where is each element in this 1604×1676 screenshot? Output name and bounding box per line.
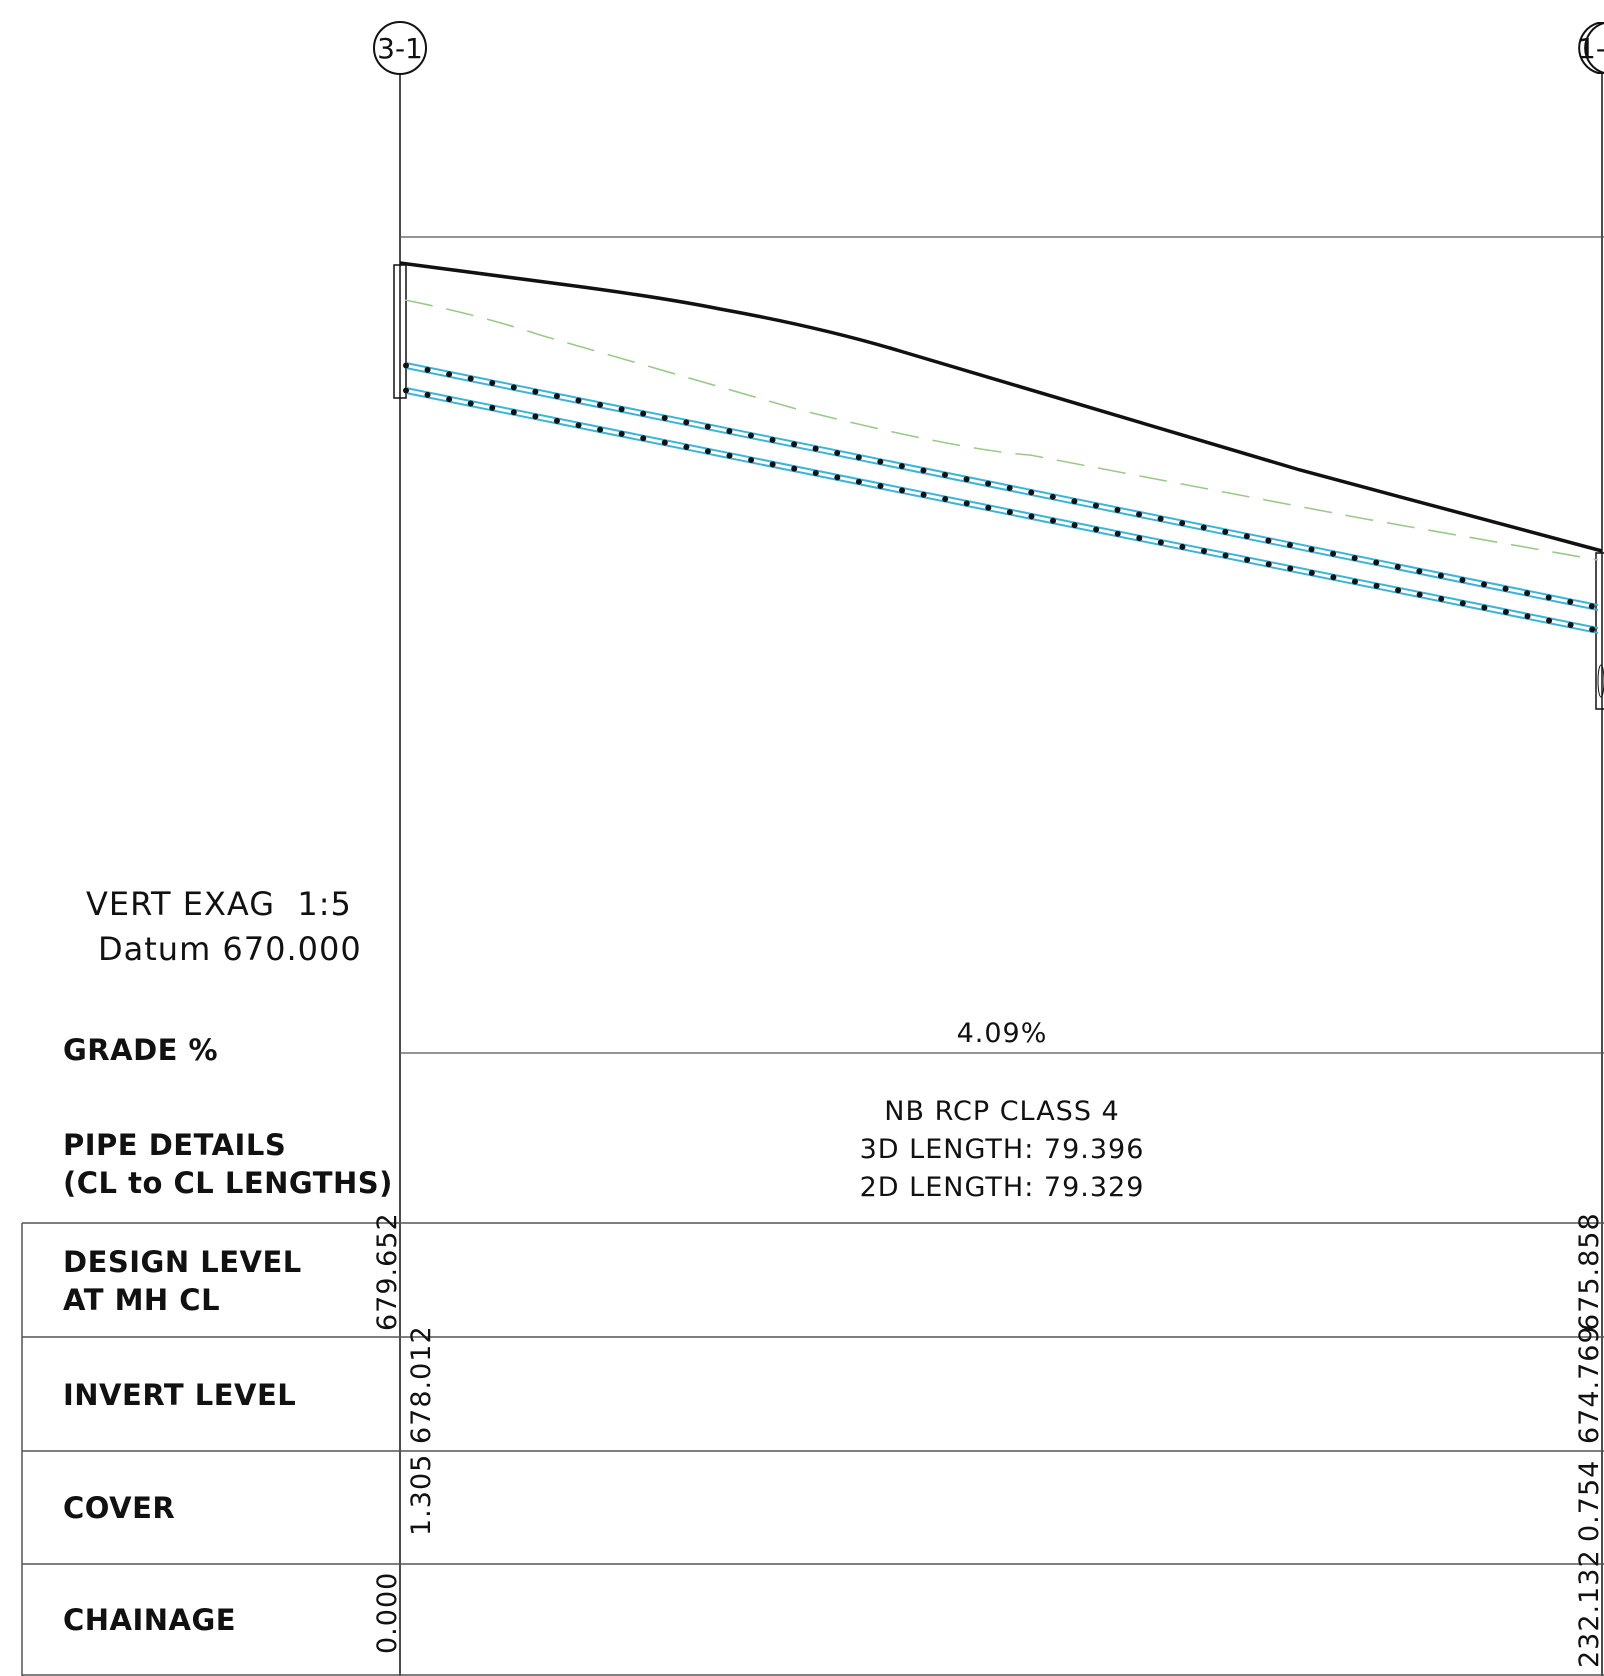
- invert-level-right: 674.769: [1574, 1325, 1604, 1444]
- chainage-label: CHAINAGE: [63, 1603, 236, 1637]
- invert-level-left: 678.012: [406, 1325, 437, 1444]
- chainage-right: 232.132: [1574, 1549, 1604, 1668]
- cover-right: 0.754: [1574, 1460, 1604, 1542]
- node-marker-left: 3-1: [373, 21, 427, 75]
- cover-label: COVER: [63, 1491, 175, 1525]
- pipe-length-2d: 2D LENGTH: 79.329: [860, 1172, 1145, 1203]
- design-surface-line: [399, 261, 1603, 553]
- node-left-label: 3-1: [377, 32, 423, 65]
- design-level-label-2: AT MH CL: [63, 1283, 220, 1317]
- node-right-label: 1-: [1578, 32, 1604, 65]
- chainage-left: 0.000: [372, 1572, 403, 1654]
- pipe-description: NB RCP CLASS 4: [884, 1096, 1119, 1127]
- pipe-details-label-1: PIPE DETAILS: [63, 1128, 286, 1162]
- pipe-details-label-2: (CL to CL LENGTHS): [63, 1166, 393, 1200]
- existing-ground-line: [404, 299, 1599, 561]
- datum-note: Datum 670.000: [98, 930, 362, 968]
- pipe-obvert: [403, 362, 1601, 611]
- pipe-length-3d: 3D LENGTH: 79.396: [860, 1134, 1145, 1165]
- node-marker-right: 1-: [1578, 22, 1604, 74]
- invert-level-label: INVERT LEVEL: [63, 1378, 296, 1412]
- manhole-left: [393, 264, 407, 399]
- manhole-right: [1595, 552, 1604, 710]
- pipe-invert: [403, 387, 1601, 634]
- grade-value: 4.09%: [957, 1018, 1048, 1049]
- vert-exag-note: VERT EXAG 1:5: [86, 885, 352, 923]
- design-level-right: 675.858: [1574, 1212, 1604, 1331]
- manhole-right-marker: [1597, 664, 1604, 698]
- cover-left: 1.305: [406, 1454, 437, 1536]
- design-level-label-1: DESIGN LEVEL: [63, 1245, 302, 1279]
- grade-row-label: GRADE %: [63, 1033, 218, 1067]
- data-table-frame: [21, 1222, 1604, 1676]
- design-level-left: 679.652: [372, 1212, 403, 1331]
